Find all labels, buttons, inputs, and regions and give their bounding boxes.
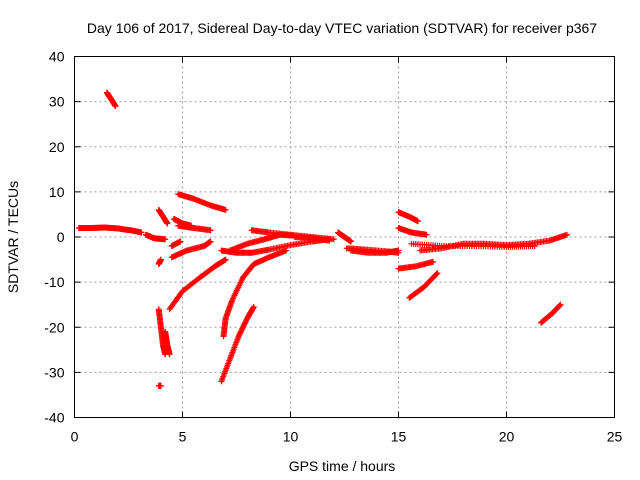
series-arc-3 [142,231,169,243]
y-tick-label: -40 [44,410,64,426]
series-arc-16 [220,247,290,340]
x-tick-labels: 0 5 10 15 20 25 [71,429,623,445]
series-arc-27 [406,270,441,301]
data-point [222,256,229,263]
series-arc-23 [347,247,402,256]
data-point [434,270,441,277]
x-tick-label: 25 [607,429,623,445]
y-tick-label: 0 [57,229,65,245]
data-point [326,237,333,244]
x-axis-label: GPS time / hours [289,458,396,474]
series-arc-24 [395,209,421,225]
data-point [330,236,337,243]
series-arc-1 [75,224,145,236]
y-tick-label: 20 [49,139,65,155]
series-arc-20 [291,234,333,244]
data-point [414,218,421,225]
data-point [162,236,169,243]
series-arc-29 [417,231,570,254]
grid-lines [74,56,615,418]
plot-frame [74,56,615,418]
series-arc-30 [538,301,564,326]
series-arc-13 [170,215,195,229]
data-point [395,247,402,254]
data-point [433,271,440,278]
y-tick-label: 10 [49,184,65,200]
data-point [157,256,164,263]
data-point [423,231,430,238]
y-axis-label: SDTVAR / TECUs [5,181,21,293]
y-tick-label: 40 [49,49,65,65]
data-point [250,303,257,310]
y-tick-label: -30 [44,364,64,380]
data-point [207,238,214,245]
data-point [164,220,171,227]
series-arc-8 [155,256,164,268]
x-tick-label: 5 [179,429,187,445]
series-arc-14 [175,191,229,213]
data-point [188,222,195,229]
y-tick-label: 30 [49,94,65,110]
series-arc-9 [166,256,229,313]
plot-points [75,89,570,389]
series-arc-7 [155,382,164,389]
y-tick-labels: -40 -30 -20 -10 0 10 20 30 40 [44,49,64,426]
data-point [157,382,164,389]
series-arc-2 [103,89,119,110]
data-point [207,227,214,234]
series-arc-25 [395,224,430,238]
data-point [177,238,184,245]
y-tick-label: -10 [44,274,64,290]
series-arc-11 [168,238,184,250]
series-arc-6 [162,328,173,358]
series-arc-15 [218,303,257,385]
data-point [112,103,119,110]
series-arc-26 [395,258,437,272]
series-arc-10 [168,238,214,261]
x-tick-label: 0 [71,429,79,445]
data-point [347,238,354,245]
data-point [563,231,570,238]
series-arc-21 [335,229,354,245]
data-point [430,258,437,265]
chart-title: Day 106 of 2017, Sidereal Day-to-day VTE… [87,20,597,36]
data-point [138,229,145,236]
data-point [166,351,173,358]
y-tick-label: -20 [44,319,64,335]
x-tick-label: 10 [283,429,299,445]
data-point [557,301,564,308]
series-arc-4 [155,206,171,227]
data-point [556,302,563,309]
x-tick-label: 15 [391,429,407,445]
data-point [222,206,229,213]
data-point [556,302,563,309]
x-tick-label: 20 [499,429,515,445]
